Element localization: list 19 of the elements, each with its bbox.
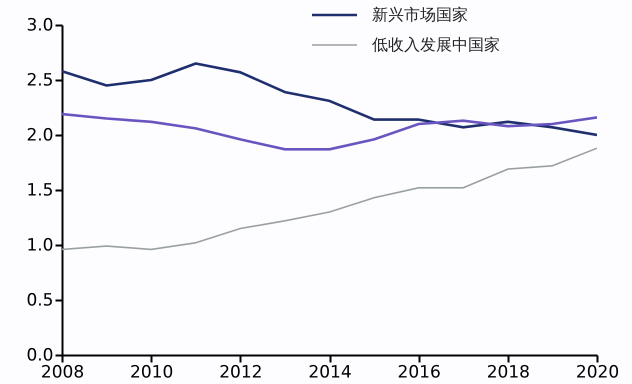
- x-tick-label: 2010: [130, 362, 174, 382]
- x-tick-label: 2012: [219, 362, 262, 382]
- x-tick-label: 2016: [398, 362, 441, 382]
- line-series: [62, 147, 597, 250]
- x-tick-label: 2008: [40, 362, 84, 382]
- x-tick-label: 2014: [308, 362, 352, 382]
- y-tick-label: 1.0: [26, 236, 54, 256]
- y-tick-label: 0.5: [26, 290, 54, 310]
- legend-label: 低收入发展中国家: [372, 35, 500, 54]
- x-tick-label: 2020: [576, 362, 620, 382]
- x-tick-label: 2018: [486, 362, 530, 382]
- legend-label: 新兴市场国家: [372, 5, 468, 24]
- y-tick-label: 0.0: [26, 346, 54, 366]
- y-tick-label: 1.5: [26, 180, 54, 200]
- y-tick-label: 3.0: [26, 16, 54, 36]
- line-series: [62, 112, 597, 151]
- y-tick-label: 2.5: [26, 70, 54, 90]
- y-tick-label: 2.0: [26, 126, 54, 146]
- line-series: [62, 62, 597, 136]
